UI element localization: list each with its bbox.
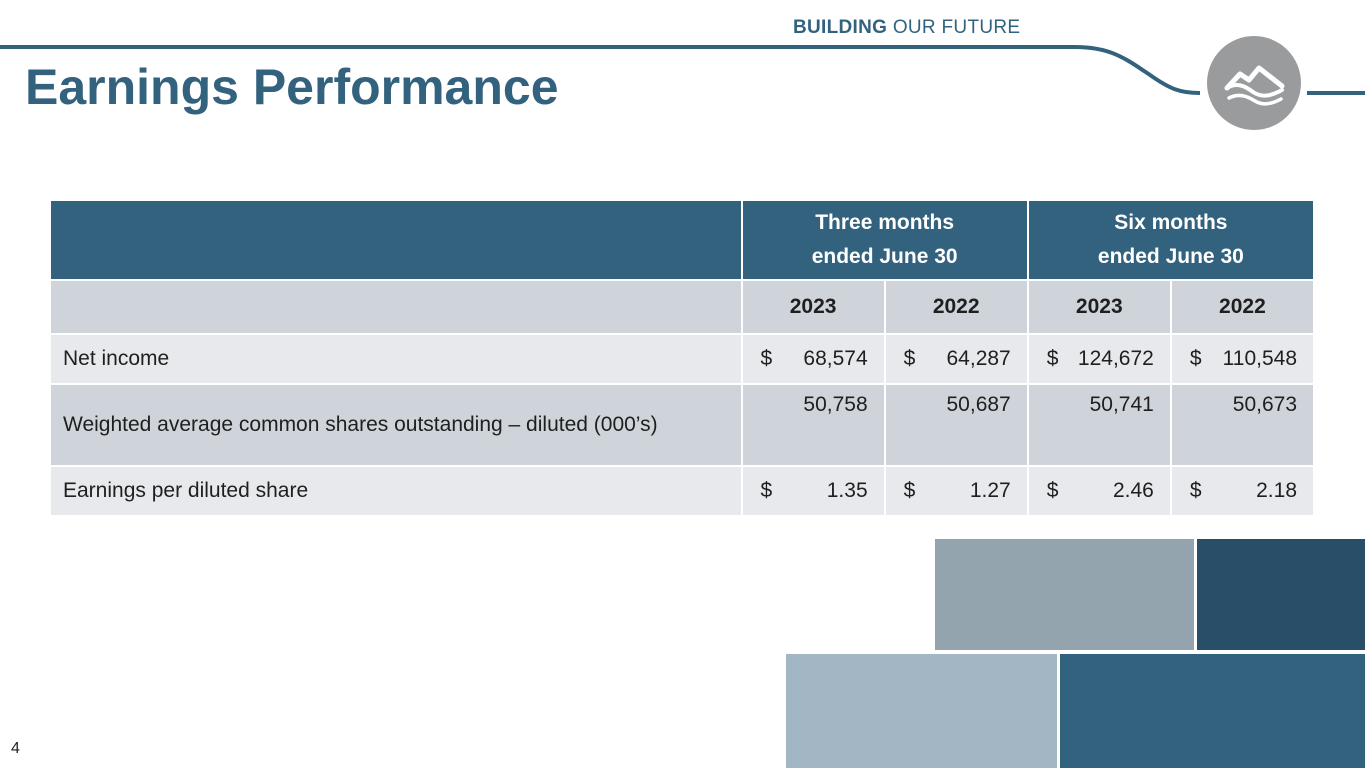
table-row-weighted-shares: Weighted average common shares outstandi… xyxy=(51,385,1313,465)
table-group-header-row: Three months ended June 30 Six months en… xyxy=(51,201,1313,279)
page-title: Earnings Performance xyxy=(25,59,559,115)
row-label: Earnings per diluted share xyxy=(51,467,741,515)
tagline-rest: OUR FUTURE xyxy=(892,17,1021,38)
year-header: 2023 xyxy=(1028,281,1170,333)
table-row-net-income: Net income $68,574 $64,287 $124,672 $110… xyxy=(51,335,1313,383)
earnings-table: Three months ended June 30 Six months en… xyxy=(49,199,1315,517)
table-cell: $2.46 xyxy=(1028,467,1170,515)
table-year-header-row: 2023 2022 2023 2022 xyxy=(51,281,1313,333)
decor-block-light xyxy=(786,654,1057,768)
table-corner-cell xyxy=(51,201,741,279)
table-cell: $1.35 xyxy=(742,467,884,515)
tagline: BUILDING OUR FUTURE xyxy=(793,17,1020,39)
decor-block-gray xyxy=(935,539,1194,650)
table-cell: 50,758 xyxy=(742,385,884,465)
decor-block-blue xyxy=(1060,654,1365,768)
year-header: 2022 xyxy=(1171,281,1313,333)
year-header: 2023 xyxy=(742,281,884,333)
row-label: Net income xyxy=(51,335,741,383)
table-cell: $124,672 xyxy=(1028,335,1170,383)
decor-block-navy xyxy=(1197,539,1365,650)
table-cell: 50,673 xyxy=(1171,385,1313,465)
header-six-months-line1: Six months xyxy=(1114,211,1228,234)
header-six-months-line2: ended June 30 xyxy=(1097,245,1244,268)
table-cell: 50,741 xyxy=(1028,385,1170,465)
table-cell: $1.27 xyxy=(885,467,1027,515)
table-year-label-cell xyxy=(51,281,741,333)
mountain-logo-icon xyxy=(1207,36,1301,130)
table-cell: $64,287 xyxy=(885,335,1027,383)
header-three-months-line1: Three months xyxy=(815,211,955,234)
header-six-months: Six months ended June 30 xyxy=(1028,201,1313,279)
table-cell: 50,687 xyxy=(885,385,1027,465)
tagline-bold: BUILDING xyxy=(793,17,888,38)
table-row-eps: Earnings per diluted share $1.35 $1.27 $… xyxy=(51,467,1313,515)
table-cell: $2.18 xyxy=(1171,467,1313,515)
row-label: Weighted average common shares outstandi… xyxy=(51,385,741,465)
table-cell: $68,574 xyxy=(742,335,884,383)
page-number: 4 xyxy=(11,740,20,757)
header-three-months: Three months ended June 30 xyxy=(742,201,1027,279)
table-cell: $110,548 xyxy=(1171,335,1313,383)
year-header: 2022 xyxy=(885,281,1027,333)
header-divider-line xyxy=(0,45,1365,95)
header-three-months-line2: ended June 30 xyxy=(811,245,958,268)
